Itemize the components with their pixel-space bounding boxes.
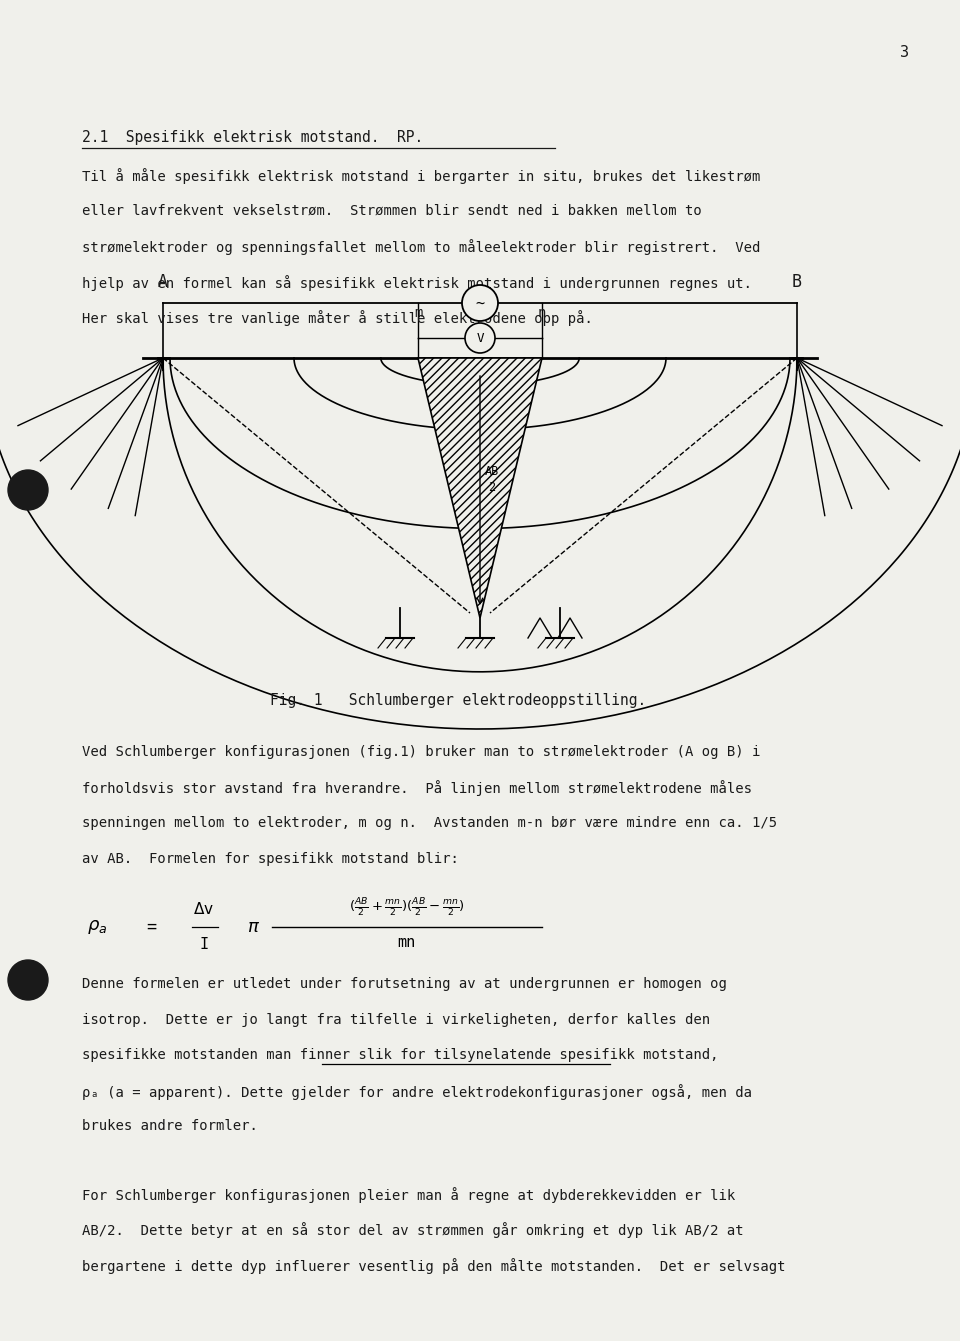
Text: eller lavfrekvent vekselstrøm.  Strømmen blir sendt ned i bakken mellom to: eller lavfrekvent vekselstrøm. Strømmen … bbox=[82, 204, 702, 217]
Text: spenningen mellom to elektroder, m og n.  Avstanden m-n bør være mindre enn ca. : spenningen mellom to elektroder, m og n.… bbox=[82, 817, 777, 830]
Text: n: n bbox=[538, 306, 546, 320]
Text: 2: 2 bbox=[489, 481, 495, 493]
Text: mn: mn bbox=[397, 935, 416, 951]
Text: Fig. 1   Schlumberger elektrodeoppstilling.: Fig. 1 Schlumberger elektrodeoppstilling… bbox=[270, 693, 646, 708]
Text: hjelp av en formel kan så spesifikk elektrisk motstand i undergrunnen regnes ut.: hjelp av en formel kan så spesifikk elek… bbox=[82, 275, 752, 291]
Text: I: I bbox=[199, 937, 208, 952]
Text: 3: 3 bbox=[900, 46, 909, 60]
Text: $\pi$: $\pi$ bbox=[247, 919, 259, 936]
Text: AB: AB bbox=[485, 465, 499, 477]
Text: 2.1  Spesifikk elektrisk motstand.  RP.: 2.1 Spesifikk elektrisk motstand. RP. bbox=[82, 130, 422, 145]
Text: For Schlumberger konfigurasjonen pleier man å regne at dybderekkevidden er lik: For Schlumberger konfigurasjonen pleier … bbox=[82, 1187, 734, 1203]
Circle shape bbox=[462, 286, 498, 320]
Text: $(\frac{AB}{2}+\frac{mn}{2})(\frac{AB}{2}-\frac{mn}{2})$: $(\frac{AB}{2}+\frac{mn}{2})(\frac{AB}{2… bbox=[348, 897, 465, 919]
Circle shape bbox=[8, 469, 48, 510]
Text: av AB.  Formelen for spesifikk motstand blir:: av AB. Formelen for spesifikk motstand b… bbox=[82, 852, 459, 865]
Text: Her skal vises tre vanlige måter å stille elektrodene opp på.: Her skal vises tre vanlige måter å still… bbox=[82, 310, 592, 326]
Text: spesifikke motstanden man finner slik for tilsynelatende spesifikk motstand,: spesifikke motstanden man finner slik fo… bbox=[82, 1049, 718, 1062]
Text: Ved Schlumberger konfigurasjonen (fig.1) bruker man to strømelektroder (A og B) : Ved Schlumberger konfigurasjonen (fig.1)… bbox=[82, 746, 760, 759]
Circle shape bbox=[465, 323, 495, 353]
Text: strømelektroder og spenningsfallet mellom to måleelektroder blir registrert.  Ve: strømelektroder og spenningsfallet mello… bbox=[82, 239, 760, 255]
Text: Denne formelen er utledet under forutsetning av at undergrunnen er homogen og: Denne formelen er utledet under forutset… bbox=[82, 978, 727, 991]
Circle shape bbox=[8, 960, 48, 1000]
Text: bergartene i dette dyp influerer vesentlig på den målte motstanden.  Det er selv: bergartene i dette dyp influerer vesentl… bbox=[82, 1258, 785, 1274]
Text: m: m bbox=[414, 306, 422, 320]
Text: AB/2.  Dette betyr at en så stor del av strømmen går omkring et dyp lik AB/2 at: AB/2. Dette betyr at en så stor del av s… bbox=[82, 1223, 743, 1238]
Polygon shape bbox=[418, 358, 542, 618]
Text: ~: ~ bbox=[475, 295, 485, 311]
Text: $\rho_a$: $\rho_a$ bbox=[86, 919, 107, 936]
Text: isotrop.  Dette er jo langt fra tilfelle i virkeligheten, derfor kalles den: isotrop. Dette er jo langt fra tilfelle … bbox=[82, 1012, 709, 1027]
Text: A: A bbox=[158, 274, 168, 291]
Text: ρₐ (a = apparent). Dette gjelder for andre elektrodekonfigurasjoner også, men da: ρₐ (a = apparent). Dette gjelder for and… bbox=[82, 1084, 752, 1100]
Text: V: V bbox=[476, 331, 484, 345]
Text: $\Delta$v: $\Delta$v bbox=[193, 901, 214, 917]
Text: Til å måle spesifikk elektrisk motstand i bergarter in situ, brukes det likestrø: Til å måle spesifikk elektrisk motstand … bbox=[82, 168, 760, 184]
Text: forholdsvis stor avstand fra hverandre.  På linjen mellom strømelektrodene måles: forholdsvis stor avstand fra hverandre. … bbox=[82, 780, 752, 797]
Text: brukes andre formler.: brukes andre formler. bbox=[82, 1120, 257, 1133]
Text: B: B bbox=[792, 274, 802, 291]
Text: =: = bbox=[147, 919, 156, 936]
